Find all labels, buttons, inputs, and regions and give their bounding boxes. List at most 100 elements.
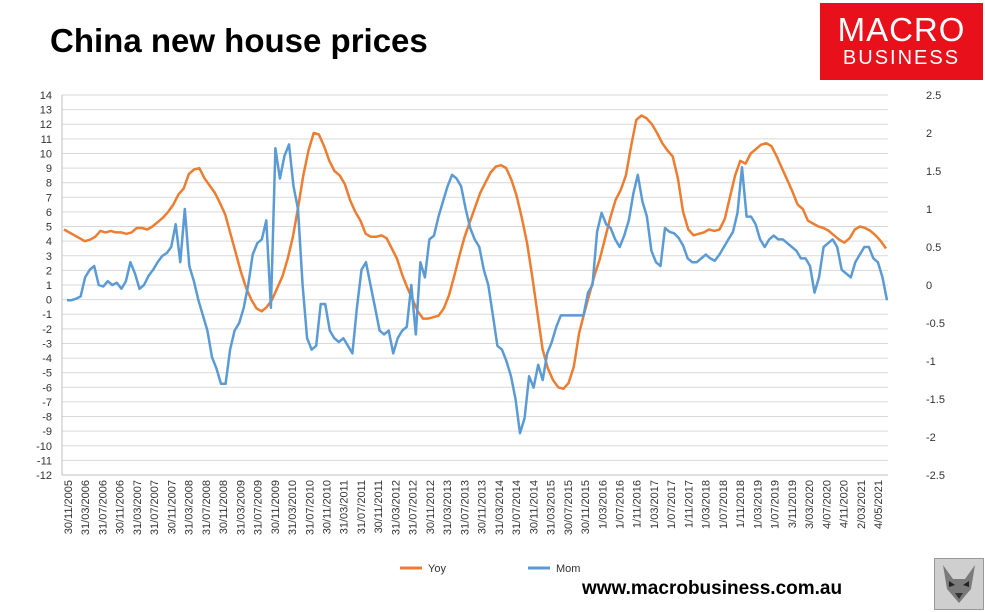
footer-url: www.macrobusiness.com.au [582,578,843,599]
gridlines [61,94,888,476]
x-tick-label: 30/11/2007 [166,480,178,534]
right-tick-label: 0.5 [926,242,941,254]
x-tick-label: 1/11/2017 [683,480,695,528]
left-tick-label: 5 [46,222,52,234]
x-tick-label: 31/03/2009 [235,480,247,535]
left-tick-label: 8 [46,178,52,190]
x-tick-label: 30/11/2005 [63,480,75,534]
x-tick-label: 31/07/2010 [304,480,316,535]
legend: Yoy Mom [400,563,580,575]
x-tick-label: 31/03/2007 [132,480,144,535]
x-tick-label: 1/07/2016 [614,480,626,529]
x-tick-label: 31/07/2011 [356,480,368,534]
left-tick-label: 13 [40,105,52,117]
left-tick-label: 3 [46,251,52,263]
right-tick-label: 0 [926,280,932,292]
chart-title: China new house prices [50,22,428,59]
x-tick-label: 31/07/2012 [408,480,420,535]
left-tick-label: 2 [46,265,52,277]
right-tick-label: -0.5 [926,318,945,330]
x-tick-label: 31/03/2012 [390,480,402,535]
right-axis-ticks: -2.5 -2 -1.5 -1 -0.5 0 0.5 1 1.5 2 2.5 [926,90,945,482]
x-tick-label: 1/11/2016 [632,480,644,528]
left-tick-label: 4 [46,236,52,248]
x-tick-label: 30/11/2014 [528,480,540,534]
x-tick-label: 30/11/2010 [322,480,334,534]
x-tick-label: 30/11/2009 [270,480,282,534]
left-tick-label: 0 [46,295,52,307]
left-tick-label: -7 [42,397,52,409]
right-tick-label: -2.5 [926,470,945,482]
x-tick-label: 30/11/2015 [580,480,592,534]
x-tick-label: 31/07/2008 [201,480,213,535]
series-lines [63,114,889,435]
left-tick-label: -1 [42,309,52,321]
left-tick-label: -2 [42,324,52,336]
legend-label-yoy: Yoy [428,563,446,575]
left-tick-label: -12 [36,470,52,482]
x-tick-label: 1/07/2017 [666,480,678,529]
left-tick-label: -8 [42,412,52,424]
x-axis-ticks: 30/11/2005 31/03/2006 31/07/2006 30/11/2006… [63,480,885,535]
x-tick-label: 30/11/2011 [373,480,385,533]
x-tick-label: 30/11/2013 [477,480,489,534]
left-tick-label: -4 [42,353,52,365]
left-tick-label: 1 [46,280,52,292]
x-tick-label: 31/03/2015 [546,480,558,535]
right-tick-label: 1.5 [926,166,941,178]
series-line-mom [67,143,889,435]
x-tick-label: 3/11/2019 [787,480,799,528]
x-tick-label: 2/03/2021 [856,480,868,529]
x-tick-label: 31/03/2013 [442,480,454,535]
left-tick-label: 10 [40,148,52,160]
x-tick-label: 4/07/2020 [821,480,833,529]
right-tick-label: -1 [926,356,936,368]
x-tick-label: 31/07/2013 [459,480,471,535]
right-tick-label: -1.5 [926,394,945,406]
x-tick-label: 31/03/2008 [184,480,196,535]
left-tick-label: 12 [40,119,52,131]
x-tick-label: 31/07/2007 [149,480,161,535]
x-tick-label: 1/11/2018 [735,480,747,528]
x-tick-label: 1/03/2017 [649,480,661,529]
x-tick-label: 30/11/2012 [425,480,437,534]
x-tick-label: 30/11/2006 [115,480,127,534]
left-tick-label: -11 [37,455,52,467]
x-tick-label: 31/03/2011 [339,480,351,534]
legend-label-mom: Mom [556,563,580,575]
left-tick-label: -5 [42,368,52,380]
right-tick-label: 2 [926,128,932,140]
logo-line-2: BUSINESS [842,47,961,69]
x-tick-label: 1/07/2019 [770,480,782,529]
x-tick-label: 31/07/2014 [511,480,523,535]
x-tick-label: 1/03/2019 [752,480,764,529]
x-tick-label: 31/07/2006 [97,480,109,535]
left-tick-label: 9 [46,163,52,175]
x-tick-label: 4/05/2021 [873,480,885,529]
x-tick-label: 31/03/2014 [494,480,506,535]
x-tick-label: 1/03/2016 [597,480,609,529]
left-tick-label: 7 [46,192,52,204]
x-tick-label: 1/03/2018 [701,480,713,529]
x-tick-label: 31/03/2010 [287,480,299,535]
left-tick-label: 14 [40,90,52,102]
left-tick-label: -9 [42,426,52,438]
wolf-avatar-image [934,558,984,610]
x-tick-label: 31/03/2006 [80,480,92,535]
right-tick-label: -2 [926,432,936,444]
x-tick-label: 30/11/2008 [218,480,230,534]
right-tick-label: 2.5 [926,90,941,102]
right-tick-label: 1 [926,204,932,216]
series-line-yoy [63,114,888,391]
x-tick-label: 30/07/2015 [563,480,575,535]
x-tick-label: 3/03/2020 [804,480,816,529]
left-tick-label: -6 [42,382,52,394]
left-tick-label: -3 [42,338,52,350]
left-tick-label: 6 [46,207,52,219]
left-axis-ticks: -12-11-10-9-8-7-6-5-4-3-2-10123456789101… [36,90,52,482]
left-tick-label: 11 [41,134,52,146]
macrobusiness-logo: MACRO BUSINESS [820,3,983,80]
left-tick-label: -10 [36,441,52,453]
logo-line-1: MACRO [837,11,966,48]
